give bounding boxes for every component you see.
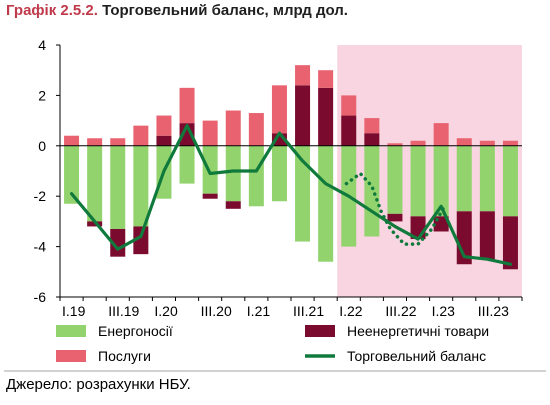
bar-nonenergy-5 bbox=[179, 123, 195, 146]
bar-energy-0 bbox=[64, 145, 80, 204]
bar-services-13 bbox=[364, 118, 380, 134]
x-tick-label: I.21 bbox=[247, 303, 271, 319]
bar-energy-7 bbox=[225, 145, 241, 202]
bar-services-18 bbox=[479, 140, 495, 146]
bar-energy-6 bbox=[202, 145, 218, 194]
bar-energy-17 bbox=[456, 145, 472, 212]
bar-energy-1 bbox=[87, 145, 103, 222]
legend-swatch-services bbox=[56, 350, 86, 362]
bar-services-10 bbox=[295, 65, 311, 86]
bar-services-2 bbox=[110, 138, 126, 146]
bar-services-7 bbox=[225, 110, 241, 146]
legend-swatch-nonenergy bbox=[305, 325, 335, 337]
bar-energy-10 bbox=[295, 145, 311, 242]
bar-nonenergy-14 bbox=[387, 213, 403, 222]
bar-nonenergy-19 bbox=[502, 216, 518, 270]
bar-services-17 bbox=[456, 138, 472, 146]
bar-nonenergy-3 bbox=[133, 226, 149, 255]
x-tick-label: III.19 bbox=[108, 303, 139, 319]
x-tick-label: I.22 bbox=[339, 303, 363, 319]
bar-energy-3 bbox=[133, 145, 149, 227]
x-tick-label: III.20 bbox=[201, 303, 232, 319]
bar-services-11 bbox=[318, 70, 334, 88]
bar-nonenergy-12 bbox=[341, 115, 357, 146]
bar-services-1 bbox=[87, 138, 103, 146]
x-tick-label: I.23 bbox=[432, 303, 456, 319]
series-line-balance bbox=[69, 124, 513, 266]
bar-nonenergy-1 bbox=[87, 221, 103, 227]
y-tick-label: -4 bbox=[34, 239, 47, 255]
legend-label-energy: Енергоносії bbox=[98, 323, 173, 339]
bar-nonenergy-13 bbox=[364, 133, 380, 146]
bar-services-4 bbox=[156, 115, 172, 136]
bar-energy-18 bbox=[479, 145, 495, 212]
bar-energy-15 bbox=[410, 145, 426, 217]
y-tick-label: 4 bbox=[38, 37, 46, 53]
figure-number: Графік 2.5.2. bbox=[6, 2, 98, 19]
x-tick-label: I.19 bbox=[62, 303, 86, 319]
bar-services-0 bbox=[64, 135, 80, 146]
bar-nonenergy-11 bbox=[318, 87, 334, 146]
y-tick-label: -2 bbox=[34, 188, 47, 204]
x-tick-label: III.21 bbox=[293, 303, 324, 319]
chart-title: Графік 2.5.2. Торговельний баланс, млрд … bbox=[6, 2, 348, 19]
balance-dotted-line bbox=[344, 171, 448, 246]
legend-label-balance: Торговельний баланс bbox=[347, 348, 486, 364]
legend-swatch-energy bbox=[56, 325, 86, 337]
bar-energy-14 bbox=[387, 145, 403, 214]
bar-energy-8 bbox=[248, 145, 264, 207]
x-tick-label: III.23 bbox=[478, 303, 509, 319]
bar-energy-11 bbox=[318, 145, 334, 262]
x-tick-label: I.20 bbox=[154, 303, 178, 319]
bar-energy-5 bbox=[179, 145, 195, 184]
bar-services-12 bbox=[341, 95, 357, 116]
bar-energy-16 bbox=[433, 145, 449, 217]
source-note: Джерело: розрахунки НБУ. bbox=[6, 376, 191, 393]
bar-services-6 bbox=[202, 120, 218, 146]
bar-nonenergy-4 bbox=[156, 135, 172, 146]
bar-services-15 bbox=[410, 140, 426, 146]
bar-services-8 bbox=[248, 113, 264, 146]
bar-nonenergy-6 bbox=[202, 193, 218, 199]
bar-energy-13 bbox=[364, 145, 380, 237]
y-tick-label: 2 bbox=[38, 87, 46, 103]
bar-nonenergy-10 bbox=[295, 85, 311, 146]
bar-services-9 bbox=[271, 85, 287, 134]
y-tick-label: 0 bbox=[38, 138, 46, 154]
bar-services-5 bbox=[179, 87, 195, 124]
bar-nonenergy-18 bbox=[479, 211, 495, 260]
figure-title: Торговельний баланс, млрд дол. bbox=[102, 2, 348, 19]
legend-label-nonenergy: Неенергетичні товари bbox=[347, 323, 489, 339]
bar-nonenergy-2 bbox=[110, 228, 126, 257]
bar-energy-2 bbox=[110, 145, 126, 229]
bar-services-16 bbox=[433, 123, 449, 146]
bar-nonenergy-7 bbox=[225, 201, 241, 209]
bar-services-14 bbox=[387, 143, 403, 146]
bar-energy-9 bbox=[271, 145, 287, 202]
bar-services-19 bbox=[502, 140, 518, 146]
bar-services-3 bbox=[133, 125, 149, 146]
bar-energy-19 bbox=[502, 145, 518, 217]
legend-label-services: Послуги bbox=[98, 348, 151, 364]
x-tick-label: III.22 bbox=[385, 303, 416, 319]
y-tick-label: -6 bbox=[34, 289, 47, 305]
